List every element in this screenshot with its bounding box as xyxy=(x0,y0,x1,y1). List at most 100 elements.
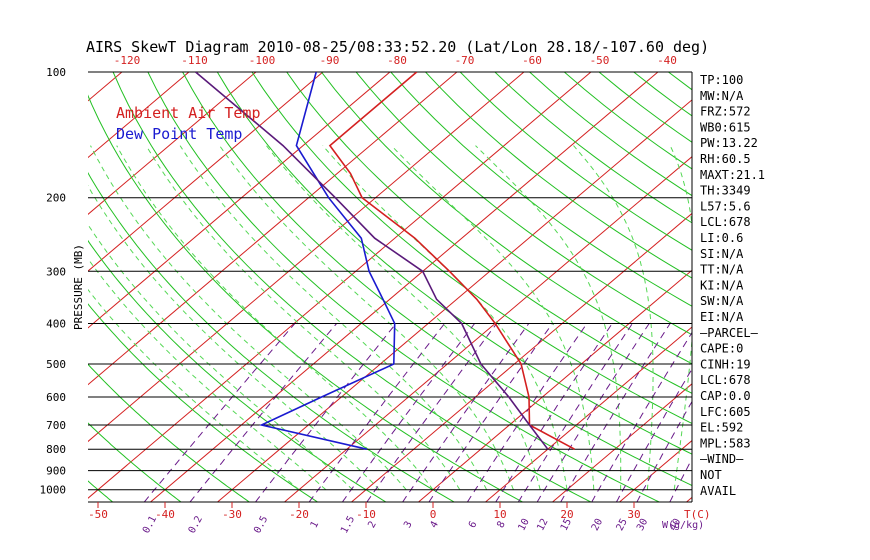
pressure-tick-label: 100 xyxy=(46,66,66,79)
mixing-ratio-line xyxy=(495,323,613,502)
dry-adiabat xyxy=(355,72,692,336)
mixing-ratio-label: 10 xyxy=(516,517,531,533)
isotherm xyxy=(88,72,458,386)
mixing-ratio-line xyxy=(341,323,475,502)
moist-adiabat xyxy=(116,145,434,491)
data-series xyxy=(195,72,575,450)
isotherm xyxy=(0,72,55,502)
isotherm xyxy=(88,72,190,159)
temp-tick-label: 0 xyxy=(430,508,437,521)
mixing-ratio-line xyxy=(615,368,692,502)
index-value: MW:N/A xyxy=(700,89,744,103)
index-value: EL:592 xyxy=(700,421,743,435)
index-value: L57:5.6 xyxy=(700,199,751,213)
index-value: TH:3349 xyxy=(700,184,751,198)
legend-dew-point-temp: Dew Point Temp xyxy=(116,125,242,143)
index-value: NOT xyxy=(700,468,722,482)
dry-adiabat xyxy=(216,72,692,455)
mixing-ratio-line xyxy=(143,323,296,502)
dry-adiabat xyxy=(88,94,523,502)
mixing-ratio-line xyxy=(402,323,530,502)
temp-tick-label: -10 xyxy=(356,508,376,521)
pressure-tick-label: 300 xyxy=(46,265,66,278)
pressure-tick-label: 600 xyxy=(46,391,66,404)
isotherm xyxy=(351,212,692,502)
pressure-tick-label: 500 xyxy=(46,358,66,371)
pressure-tick-label: 700 xyxy=(46,419,66,432)
mixing-ratio-line xyxy=(517,323,633,502)
axes: 1002003004005006007008009001000PRESSURE … xyxy=(40,54,711,535)
mixing-ratio-label: 30 xyxy=(635,517,650,533)
moist-adiabat xyxy=(88,223,353,491)
dry-adiabat xyxy=(182,72,692,487)
mixing-ratio-label: 0.2 xyxy=(187,514,205,535)
isotherm xyxy=(418,269,692,502)
isobars xyxy=(88,71,692,491)
index-value: CINH:19 xyxy=(700,357,751,371)
moist-adiabat xyxy=(475,145,622,490)
top-temp-tick-label: -90 xyxy=(320,54,340,67)
index-value: RH:60.5 xyxy=(700,152,751,166)
mixing-ratio-line xyxy=(536,323,650,502)
top-temp-tick-label: -40 xyxy=(657,54,677,67)
background-grid xyxy=(0,72,870,502)
index-value: SW:N/A xyxy=(700,294,744,308)
index-value: FRZ:572 xyxy=(700,105,751,119)
mixing-ratio-line xyxy=(366,323,498,502)
index-value: LCL:678 xyxy=(700,215,751,229)
mixing-ratio-line xyxy=(428,323,553,502)
index-value: —WIND— xyxy=(700,452,744,466)
top-temp-tick-label: -70 xyxy=(455,54,475,67)
series-line-ambient-temp xyxy=(328,72,575,450)
mixing-ratio-line xyxy=(308,323,445,502)
isotherm xyxy=(88,72,324,272)
moist-adiabat xyxy=(669,145,692,490)
mixing-ratio-unit: W(g/kg) xyxy=(662,520,704,531)
pressure-tick-label: 400 xyxy=(46,317,66,330)
top-temp-tick-label: -50 xyxy=(590,54,610,67)
dry-adiabat xyxy=(321,72,692,365)
mixing-ratio-label: 0.5 xyxy=(252,514,270,535)
moist-adiabat xyxy=(573,145,654,490)
temp-tick-label: -20 xyxy=(289,508,309,521)
dry-adiabat xyxy=(668,72,692,91)
index-value: PW:13.22 xyxy=(700,136,758,150)
temp-tick-label: 20 xyxy=(560,508,573,521)
isotherm xyxy=(754,72,870,502)
dry-adiabat xyxy=(88,172,455,502)
temp-tick-label: -30 xyxy=(222,508,242,521)
mixing-ratio-label: 6 xyxy=(467,520,480,530)
index-value: WB0:615 xyxy=(700,120,751,134)
moist-adiabat xyxy=(90,145,407,491)
top-temp-tick-label: -110 xyxy=(181,54,208,67)
moist-adiabat xyxy=(88,185,380,491)
mixing-ratio-label: 20 xyxy=(590,517,605,533)
dry-adiabat xyxy=(88,422,182,502)
mixing-ratio-label: 25 xyxy=(615,517,630,533)
index-value: LCL:678 xyxy=(700,373,751,387)
moist-adiabat xyxy=(266,145,541,490)
moist-adiabat xyxy=(88,288,300,491)
mixing-ratio-label: 1.5 xyxy=(339,514,357,535)
dry-adiabat xyxy=(251,72,692,425)
index-value: TP:100 xyxy=(700,73,743,87)
legend-ambient-air-temp: Ambient Air Temp xyxy=(116,104,261,122)
dry-adiabat xyxy=(147,72,660,502)
series-line-parcel xyxy=(195,72,549,450)
dry-adiabat xyxy=(88,480,114,502)
index-value: LFC:605 xyxy=(700,405,751,419)
index-value: SI:N/A xyxy=(700,247,744,261)
temp-tick-label: 30 xyxy=(627,508,640,521)
mixing-ratio-line xyxy=(636,400,692,502)
y-axis-label: PRESSURE (MB) xyxy=(72,244,85,330)
mixing-ratio-label: 2 xyxy=(366,520,379,530)
mixing-ratio-line xyxy=(255,323,397,502)
index-value: TT:N/A xyxy=(700,263,744,277)
mixing-ratio-label: 4 xyxy=(428,520,441,530)
mixing-ratio-line xyxy=(189,323,337,502)
isotherm xyxy=(150,72,659,502)
index-value: MPL:583 xyxy=(700,436,751,450)
top-temp-tick-label: -80 xyxy=(387,54,407,67)
dry-adiabat xyxy=(88,303,318,502)
